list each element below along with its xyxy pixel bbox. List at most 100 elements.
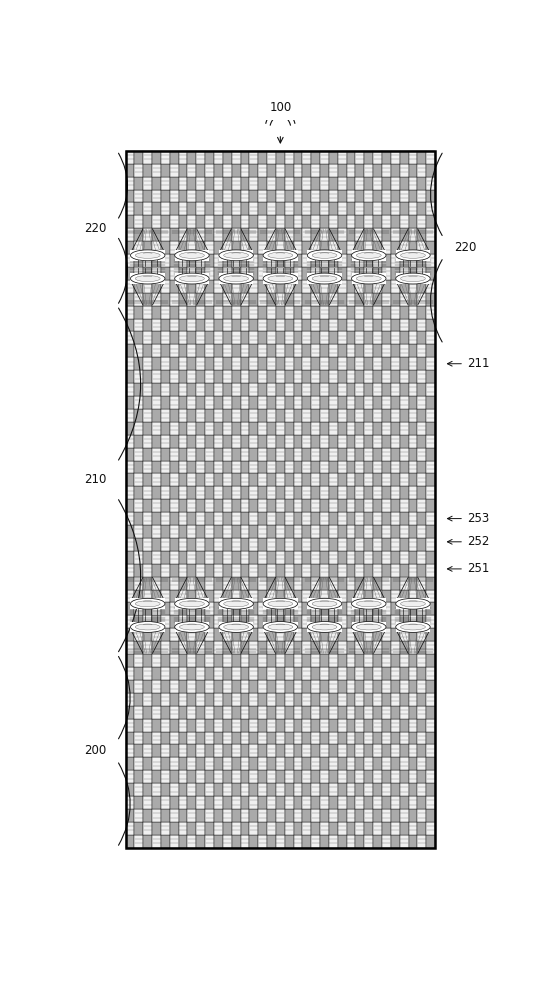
Bar (174, 273, 209, 284)
Bar (143, 538, 152, 551)
Bar (417, 590, 426, 602)
Bar (126, 344, 135, 357)
Bar (135, 254, 143, 267)
Bar (152, 641, 161, 654)
Bar (241, 241, 249, 254)
Bar (364, 473, 373, 486)
Bar (152, 706, 161, 719)
Bar (214, 564, 223, 577)
Bar (320, 796, 329, 809)
Bar (179, 306, 188, 319)
Bar (347, 770, 356, 783)
Bar (170, 744, 179, 757)
Bar (347, 190, 356, 202)
Bar (329, 693, 338, 706)
Bar (170, 590, 179, 602)
Bar (356, 202, 364, 215)
Bar (188, 254, 196, 267)
Bar (294, 835, 302, 848)
Bar (347, 796, 356, 809)
Bar (161, 628, 170, 641)
Bar (285, 615, 294, 628)
Bar (285, 680, 294, 693)
Bar (302, 796, 311, 809)
Bar (179, 357, 188, 370)
Bar (152, 732, 161, 744)
Bar (417, 215, 426, 228)
Bar (161, 499, 170, 512)
Bar (170, 680, 179, 693)
Bar (347, 267, 356, 280)
Bar (373, 551, 382, 564)
Bar (409, 177, 417, 190)
Ellipse shape (131, 250, 165, 261)
Bar (267, 202, 276, 215)
Bar (143, 215, 152, 228)
Bar (426, 151, 435, 164)
Bar (249, 783, 258, 796)
Bar (152, 486, 161, 499)
Bar (417, 383, 426, 396)
Bar (373, 680, 382, 693)
Bar (294, 461, 302, 473)
Ellipse shape (219, 250, 253, 261)
Bar (232, 422, 241, 435)
Bar (135, 319, 143, 331)
Bar (409, 331, 417, 344)
Bar (249, 435, 258, 448)
Bar (311, 383, 320, 396)
Bar (143, 680, 152, 693)
Bar (347, 551, 356, 564)
Bar (143, 331, 152, 344)
Bar (143, 486, 152, 499)
Bar (232, 628, 241, 641)
Bar (170, 693, 179, 706)
Bar (285, 461, 294, 473)
Bar (285, 499, 294, 512)
Bar (347, 396, 356, 409)
Bar (161, 177, 170, 190)
Bar (205, 344, 214, 357)
Bar (161, 602, 170, 615)
Bar (179, 241, 188, 254)
Bar (338, 770, 347, 783)
Bar (338, 267, 347, 280)
Bar (409, 577, 417, 590)
Bar (364, 280, 373, 293)
Bar (364, 267, 373, 280)
Bar (152, 822, 161, 835)
Bar (347, 461, 356, 473)
Bar (409, 461, 417, 473)
Bar (241, 228, 249, 241)
Bar (311, 241, 320, 254)
Bar (391, 770, 400, 783)
Bar (329, 448, 338, 461)
Bar (135, 396, 143, 409)
Bar (373, 732, 382, 744)
Bar (179, 448, 188, 461)
Bar (294, 435, 302, 448)
Bar (196, 241, 205, 254)
Bar (382, 835, 391, 848)
Bar (364, 383, 373, 396)
Bar (382, 254, 391, 267)
Bar (426, 331, 435, 344)
Bar (356, 525, 364, 538)
Bar (302, 215, 311, 228)
Bar (356, 719, 364, 732)
Bar (135, 525, 143, 538)
Bar (241, 835, 249, 848)
Bar (249, 473, 258, 486)
Bar (161, 215, 170, 228)
Ellipse shape (312, 624, 337, 630)
Bar (223, 693, 232, 706)
Bar (179, 719, 188, 732)
Bar (311, 512, 320, 525)
Bar (219, 273, 253, 284)
Bar (400, 680, 409, 693)
Bar (409, 499, 417, 512)
Bar (214, 409, 223, 422)
Bar (417, 344, 426, 357)
Bar (152, 564, 161, 577)
Bar (143, 267, 152, 280)
